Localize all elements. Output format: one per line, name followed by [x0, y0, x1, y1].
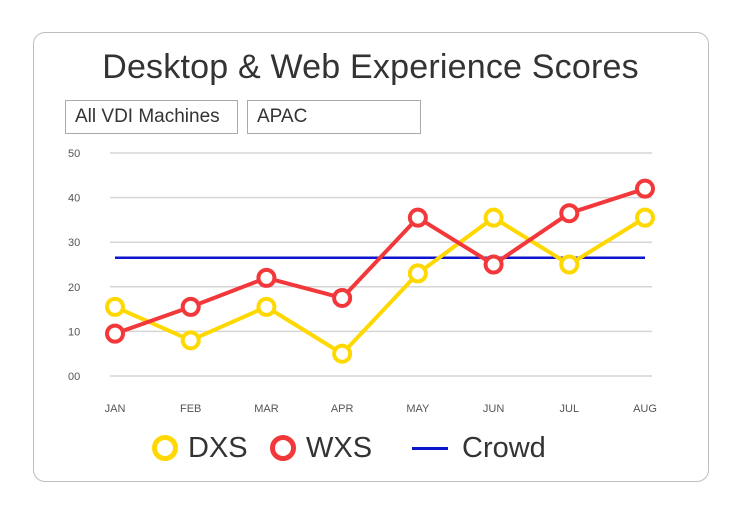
x-tick-label: MAR: [254, 403, 279, 415]
x-tick-label: MAY: [406, 403, 430, 415]
region-filter-dropdown[interactable]: APAC: [247, 100, 421, 134]
legend-crowd-marker-icon: [412, 446, 448, 450]
data-point-dxs[interactable]: [332, 343, 353, 364]
data-point-dxs[interactable]: [180, 330, 201, 351]
data-point-wxs[interactable]: [635, 178, 655, 199]
data-point-dxs[interactable]: [559, 254, 580, 275]
data-point-wxs[interactable]: [332, 287, 353, 308]
data-point-wxs[interactable]: [105, 323, 125, 344]
data-point-wxs[interactable]: [256, 267, 277, 288]
data-point-wxs[interactable]: [483, 254, 504, 275]
legend-crowd-label: Crowd: [462, 431, 546, 464]
y-tick-label: 20: [68, 282, 80, 294]
series-line-wxs: [114, 186, 646, 336]
data-point-dxs[interactable]: [407, 263, 428, 284]
legend-dxs-label: DXS: [188, 431, 248, 464]
machine-filter-dropdown[interactable]: All VDI Machines: [65, 100, 238, 134]
data-point-wxs[interactable]: [180, 296, 201, 317]
legend-wxs-marker-icon: [270, 435, 296, 461]
y-tick-label: 40: [68, 193, 80, 205]
x-tick-label: JUL: [560, 403, 580, 415]
y-tick-label: 10: [68, 326, 80, 338]
data-point-wxs[interactable]: [407, 207, 428, 228]
y-tick-label: 00: [68, 371, 80, 383]
y-tick-label: 30: [68, 237, 80, 249]
data-point-dxs[interactable]: [256, 296, 277, 317]
x-tick-label: JAN: [105, 403, 126, 415]
x-tick-label: APR: [331, 403, 354, 415]
legend-dxs-marker-icon: [152, 435, 178, 461]
legend-item-crowd[interactable]: Crowd: [412, 428, 546, 468]
legend-item-wxs[interactable]: WXS: [270, 428, 372, 468]
data-point-wxs[interactable]: [559, 203, 580, 224]
legend-wxs-label: WXS: [306, 431, 373, 464]
x-tick-label: FEB: [180, 403, 201, 415]
data-point-dxs[interactable]: [635, 207, 655, 228]
x-tick-label: AUG: [633, 403, 657, 415]
chart-legend: DXS WXS Crowd: [0, 428, 741, 468]
data-point-dxs[interactable]: [105, 296, 125, 317]
x-tick-label: JUN: [483, 403, 504, 415]
legend-item-dxs[interactable]: DXS: [152, 428, 248, 468]
data-point-dxs[interactable]: [483, 207, 504, 228]
y-tick-label: 50: [68, 148, 80, 160]
series-line-dxs: [114, 215, 647, 356]
page-title: Desktop & Web Experience Scores: [102, 48, 639, 86]
